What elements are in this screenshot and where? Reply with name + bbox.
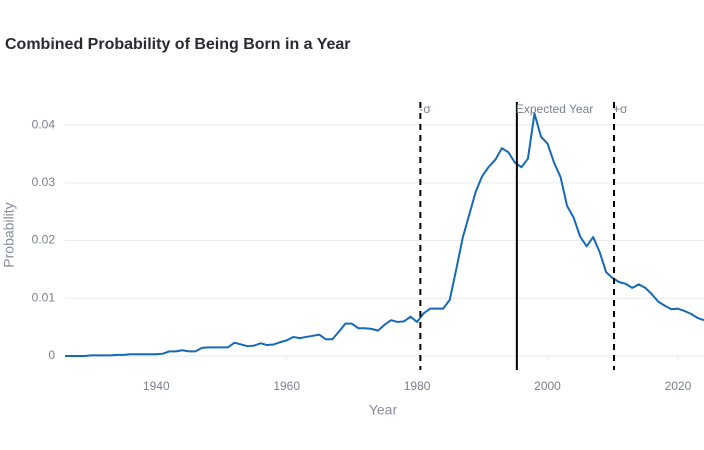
x-tick-label: 1980 <box>404 379 431 393</box>
x-axis-title: Year <box>369 402 398 418</box>
y-tick-label: 0.02 <box>32 233 56 247</box>
reference-label: Expected Year <box>516 102 593 116</box>
x-tick-label: 2000 <box>534 379 561 393</box>
y-tick-label: 0.01 <box>32 290 56 304</box>
data-line <box>65 112 704 357</box>
y-axis-title: Probability <box>1 202 17 267</box>
y-tick-label: 0.03 <box>32 175 56 189</box>
reference-label: +σ <box>613 102 628 116</box>
y-tick-label: 0.04 <box>32 117 56 131</box>
reference-label: -σ <box>419 102 431 116</box>
y-tick-label: 0 <box>48 348 55 362</box>
x-tick-label: 1940 <box>143 379 170 393</box>
x-tick-label: 1960 <box>273 379 300 393</box>
x-tick-label: 2020 <box>665 379 692 393</box>
chart-title: Combined Probability of Being Born in a … <box>5 36 351 53</box>
